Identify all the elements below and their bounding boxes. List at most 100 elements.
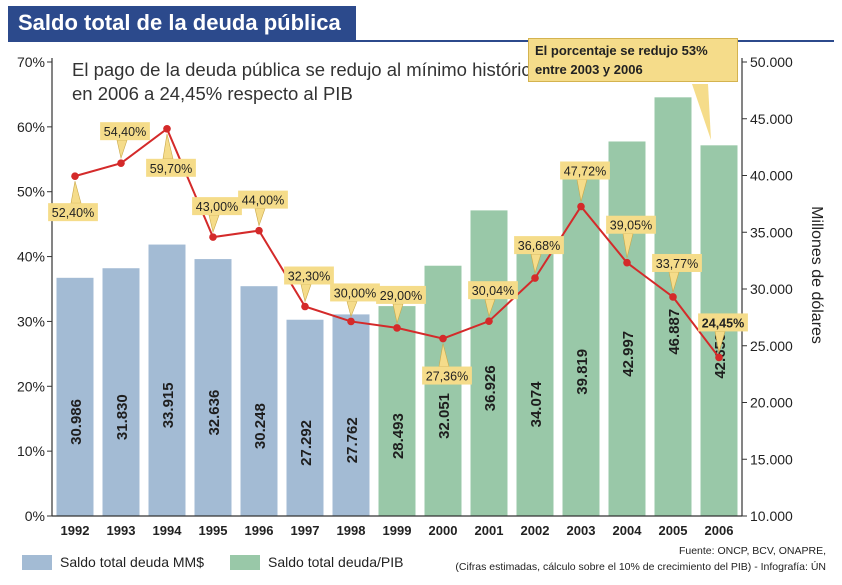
data-label-1999: 29,00% <box>380 289 422 303</box>
x-tick-label-1993: 1993 <box>107 523 136 538</box>
line-point-1993 <box>117 159 125 167</box>
bar-1994 <box>148 244 186 516</box>
bar-1999 <box>378 306 416 516</box>
line-point-2003 <box>577 202 585 211</box>
callout-note: El porcentaje se redujo 53% entre 2003 y… <box>528 38 738 82</box>
x-tick-label-1997: 1997 <box>291 523 320 538</box>
data-label-2005: 33,77% <box>656 257 698 271</box>
line-point-1997 <box>301 302 309 311</box>
data-label-bg-1993 <box>100 122 150 141</box>
x-tick-label-2000: 2000 <box>429 523 458 538</box>
left-tick-label: 20% <box>17 378 45 394</box>
x-tick-label-1994: 1994 <box>153 523 183 538</box>
data-label-bg-2004 <box>606 215 656 234</box>
data-label-bg-2001 <box>468 281 518 300</box>
bar-2000 <box>424 265 462 516</box>
line-point-2000 <box>439 334 447 343</box>
data-label-2001: 30,04% <box>472 284 514 298</box>
line-point-1999 <box>393 324 401 332</box>
right-tick-label: 50.000 <box>750 54 793 70</box>
bar-value-label-2002: 34.074 <box>528 381 545 428</box>
bar-value-label-1997: 27.292 <box>298 420 315 466</box>
bar-value-label-1996: 30.248 <box>252 403 269 449</box>
legend-swatch-gdp <box>230 555 260 570</box>
data-label-2004: 39,05% <box>610 219 652 233</box>
x-tick-label-1996: 1996 <box>245 523 274 538</box>
data-label-bg-1996 <box>238 190 288 209</box>
data-label-pointer <box>346 301 358 318</box>
line-point-1996 <box>255 226 263 235</box>
data-label-1998: 30,00% <box>334 286 376 300</box>
bar-1998 <box>332 314 370 516</box>
right-axis-title: Millones de dólares <box>808 206 825 344</box>
x-tick-label-2003: 2003 <box>567 523 596 538</box>
title-divider <box>8 40 834 42</box>
line-point-2001 <box>485 317 493 325</box>
right-tick-label: 40.000 <box>750 168 793 184</box>
line-point-1994 <box>163 125 171 133</box>
data-label-bg-1995 <box>192 197 242 216</box>
data-label-bg-1998 <box>330 283 380 302</box>
right-tick-label: 35.000 <box>750 224 793 240</box>
line-point-2006 <box>715 353 723 362</box>
left-tick-label: 40% <box>17 249 45 265</box>
chart-subtitle: El pago de la deuda pública se redujo al… <box>72 59 541 104</box>
bar-2001 <box>470 210 508 516</box>
bar-value-label-2003: 39.819 <box>574 349 591 395</box>
data-label-bg-1994 <box>146 158 196 177</box>
data-label-bg-1992 <box>48 203 98 222</box>
left-tick-label: 30% <box>17 313 45 329</box>
data-label-1995: 43,00% <box>196 200 238 214</box>
data-label-bg-2000 <box>422 366 472 385</box>
bar-1996 <box>240 286 278 516</box>
bar-value-label-1994: 33.915 <box>160 382 177 428</box>
x-tick-label-1999: 1999 <box>383 523 412 538</box>
bar-1997 <box>286 319 324 516</box>
bar-value-label-1995: 32.636 <box>206 390 223 436</box>
right-tick-label: 30.000 <box>750 281 793 297</box>
right-tick-label: 20.000 <box>750 395 793 411</box>
data-label-2000: 27,36% <box>426 370 468 384</box>
data-label-bg-2002 <box>514 236 564 255</box>
right-tick-label: 25.000 <box>750 338 793 354</box>
bar-value-label-2000: 32.051 <box>436 393 453 439</box>
data-label-bg-2005 <box>652 253 702 272</box>
line-point-2004 <box>623 258 631 267</box>
data-label-1993: 54,40% <box>104 125 146 139</box>
data-label-pointer <box>300 284 312 303</box>
x-tick-label-2001: 2001 <box>475 523 504 538</box>
bar-2004 <box>608 141 646 516</box>
data-label-1997: 32,30% <box>288 270 330 284</box>
legend-label-debt: Saldo total deuda MM$ <box>60 554 204 570</box>
bar-1995 <box>194 259 232 516</box>
data-label-bg-2003 <box>560 161 610 180</box>
right-tick-label: 45.000 <box>750 111 793 127</box>
bar-2003 <box>562 177 600 516</box>
line-point-1992 <box>71 172 79 180</box>
data-label-bg-2006 <box>698 313 748 332</box>
legend-swatch-debt <box>22 555 52 570</box>
x-tick-label-2005: 2005 <box>659 523 688 538</box>
callout-pointer <box>692 84 711 140</box>
bar-value-label-2001: 36.926 <box>482 365 499 411</box>
right-tick-label: 10.000 <box>750 508 793 524</box>
x-tick-label-2006: 2006 <box>705 523 734 538</box>
x-tick-label-1998: 1998 <box>337 523 366 538</box>
data-label-2002: 36,68% <box>518 239 560 253</box>
data-label-2003: 47,72% <box>564 165 606 179</box>
line-point-2005 <box>669 293 677 301</box>
left-tick-label: 0% <box>25 508 45 524</box>
x-tick-label-1992: 1992 <box>61 523 90 538</box>
bar-value-label-1999: 28.493 <box>390 413 407 459</box>
data-label-2006: 24,45% <box>702 316 744 330</box>
line-point-1995 <box>209 233 217 241</box>
bar-1993 <box>102 268 140 516</box>
chart-title: Saldo total de la deuda pública <box>8 6 356 40</box>
x-tick-label-2002: 2002 <box>521 523 550 538</box>
source-line-2: (Cifras estimadas, cálculo sobre el 10% … <box>455 561 826 573</box>
data-label-1994: 59,70% <box>150 162 192 176</box>
bar-value-label-1993: 31.830 <box>114 394 131 440</box>
right-tick-label: 15.000 <box>750 451 793 467</box>
bar-2002 <box>516 242 554 516</box>
